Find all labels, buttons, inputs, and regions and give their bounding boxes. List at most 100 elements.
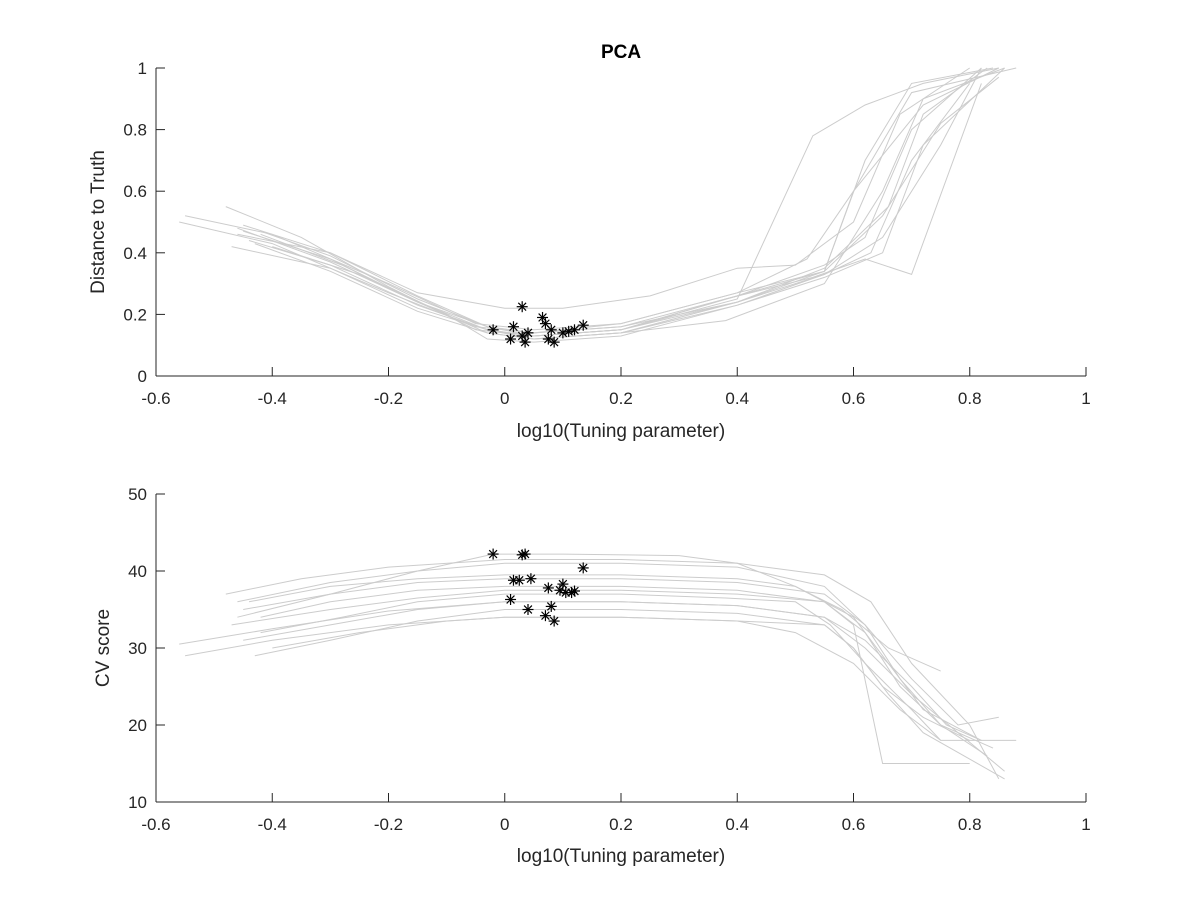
data-point-marker [569, 585, 580, 597]
data-point-marker [548, 336, 560, 348]
y-tick-label: 1 [138, 59, 147, 78]
marker-stroke [509, 322, 518, 332]
y-tick-label: 40 [128, 562, 147, 581]
data-point-marker [519, 336, 531, 348]
series-line-run-13 [272, 616, 1005, 780]
x-tick-label: 1 [1081, 389, 1090, 408]
marker-stroke [564, 327, 574, 336]
curve-group [179, 67, 1017, 343]
y-axis-label: Distance to Truth [88, 150, 109, 294]
y-tick-label: 0.4 [123, 244, 147, 263]
x-tick-label: 0.2 [609, 815, 633, 834]
y-tick-label: 0 [138, 367, 147, 386]
data-point-marker [577, 562, 589, 574]
chart-title: PCA [601, 42, 641, 63]
series-line-run-8 [243, 67, 994, 334]
y-tick-label: 0.2 [123, 305, 147, 324]
x-tick-label: 1 [1081, 815, 1090, 834]
marker-stroke [549, 337, 559, 347]
x-tick-label: 0.4 [725, 815, 749, 834]
marker-stroke [506, 334, 515, 344]
series-line-run-10 [254, 609, 970, 741]
marker-stroke [506, 595, 515, 604]
marker-stroke [546, 602, 556, 611]
subplot-cv-score: -0.6 -0.4 -0.2 0 0.2 0.4 0.6 0.8 1 10 20 30 40 50 log… [93, 485, 1091, 867]
marker-stroke [526, 574, 536, 584]
data-point-marker [516, 301, 528, 313]
x-axis-label: log10(Tuning parameter) [517, 421, 725, 442]
x-tick-label: -0.6 [141, 389, 170, 408]
axes: -0.6 -0.4 -0.2 0 0.2 0.4 0.6 0.8 1 10 20 30 40 50 [128, 485, 1091, 834]
y-tick-label: 0.6 [123, 182, 147, 201]
x-tick-label: -0.2 [374, 389, 403, 408]
data-point-marker [545, 324, 557, 336]
x-tick-label: 0.8 [958, 815, 982, 834]
series-line-run-6 [237, 67, 970, 309]
data-point-marker [557, 327, 569, 339]
marker-stroke [541, 611, 550, 620]
x-tick-label: 0.4 [725, 389, 749, 408]
x-tick-label: 0.8 [958, 389, 982, 408]
x-tick-label: -0.4 [258, 815, 287, 834]
data-point-marker [519, 548, 531, 560]
data-point-marker [569, 324, 580, 336]
data-point-marker [548, 615, 560, 627]
marker-stroke [523, 328, 533, 338]
data-point-marker [513, 574, 525, 586]
data-point-marker [487, 324, 499, 336]
marker-stroke [544, 334, 553, 344]
series-line-run-11 [260, 67, 1000, 334]
series-line-run-13 [272, 67, 1005, 343]
marker-stroke [488, 325, 498, 335]
y-tick-label: 0.8 [123, 121, 147, 140]
marker-stroke [570, 586, 579, 596]
curve-group [179, 553, 1017, 780]
data-point-marker [542, 582, 554, 594]
y-tick-label: 10 [128, 793, 147, 812]
x-tick-label: 0.2 [609, 389, 633, 408]
x-tick-label: 0.6 [842, 815, 866, 834]
data-point-marker [505, 333, 517, 345]
x-tick-label: -0.2 [374, 815, 403, 834]
x-tick-label: -0.4 [258, 389, 287, 408]
marker-group [487, 548, 589, 627]
x-tick-label: 0 [500, 389, 509, 408]
y-axis-label: CV score [93, 609, 114, 687]
marker-stroke [570, 325, 579, 335]
marker-stroke [488, 549, 498, 559]
marker-stroke [538, 313, 547, 322]
series-line-run-8 [243, 601, 982, 741]
marker-stroke [514, 575, 524, 585]
data-point-marker [557, 578, 569, 590]
data-point-marker [522, 604, 534, 615]
data-point-marker [545, 600, 557, 612]
series-line-run-10 [254, 83, 971, 340]
marker-stroke [520, 337, 530, 347]
marker-stroke [523, 605, 533, 614]
marker-stroke [578, 320, 588, 330]
series-line-run-5 [237, 562, 988, 757]
x-tick-label: 0.6 [842, 389, 866, 408]
data-point-marker [577, 319, 589, 331]
series-line-run-11 [260, 585, 994, 749]
data-point-marker [507, 321, 519, 333]
series-line-run-4 [231, 589, 970, 764]
series-line-run-7 [243, 578, 999, 726]
axes: -0.6 -0.4 -0.2 0 0.2 0.4 0.6 0.8 1 0 0.2 0.4 0.6 0.8 1 [123, 59, 1090, 408]
x-tick-label: 0 [500, 815, 509, 834]
y-tick-label: 30 [128, 639, 147, 658]
marker-stroke [549, 616, 559, 626]
marker-group [487, 301, 589, 348]
subplot-distance: PCA -0.6 -0.4 -0.2 0 0.2 0.4 0.6 0.8 1 0 0.2 0.4 0.6… [88, 42, 1091, 442]
data-point-marker [487, 548, 499, 560]
data-point-marker [522, 327, 534, 339]
series-line-run-9 [248, 574, 982, 741]
series-line-run-12 [260, 593, 942, 741]
data-point-marker [563, 325, 575, 337]
marker-stroke [517, 302, 527, 312]
marker-stroke [558, 579, 568, 589]
marker-stroke [558, 328, 568, 338]
marker-stroke [578, 563, 588, 573]
